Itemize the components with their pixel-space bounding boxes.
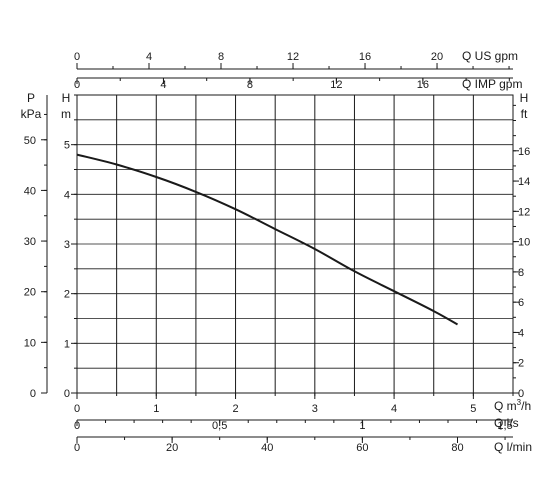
tick-label: 20: [166, 442, 178, 454]
tick-label: 1: [64, 338, 70, 350]
tick-label: 10: [518, 237, 530, 249]
tick-label: 50: [24, 135, 36, 147]
tick-label: 12: [287, 51, 299, 63]
tick-label: 40: [24, 185, 36, 197]
axes-layer: [41, 63, 519, 443]
tick-label: 8: [218, 51, 224, 63]
y-axis-title-m: m: [61, 107, 71, 121]
tick-label: 14: [518, 176, 530, 188]
tick-label: 4: [146, 51, 152, 63]
y-axis-title-h-ft: H: [520, 91, 529, 105]
tick-label: 12: [518, 206, 530, 218]
tick-label: 2: [518, 358, 524, 370]
tick-label: 0,5: [212, 420, 227, 432]
tick-label: 6: [518, 297, 524, 309]
tick-label: 60: [356, 442, 368, 454]
tick-label: 0: [74, 442, 80, 454]
tick-label: 1: [359, 420, 365, 432]
tick-label: 2: [64, 289, 70, 301]
tick-label: 5: [470, 403, 476, 415]
tick-label: 20: [24, 287, 36, 299]
tick-label: 1: [153, 403, 159, 415]
tick-label: 0: [74, 51, 80, 63]
tick-label: 1,5: [497, 420, 512, 432]
tick-label: 3: [64, 239, 70, 251]
tick-label: 8: [247, 79, 253, 91]
tick-label: 12: [330, 79, 342, 91]
x-axis-title-impgpm: Q IMP gpm: [462, 77, 522, 91]
x-axis-title-m3h: Q m3/h: [494, 398, 531, 413]
tick-label: 40: [261, 442, 273, 454]
tick-label: 4: [64, 189, 70, 201]
tick-label: 0: [74, 403, 80, 415]
tick-label: 30: [24, 236, 36, 248]
x-axis-title-lmin: Q l/min: [494, 440, 532, 454]
y-axis-title-h-m: H: [62, 91, 71, 105]
tick-label: 4: [391, 403, 397, 415]
tick-label: 2: [232, 403, 238, 415]
tick-label: 16: [518, 146, 530, 158]
tick-label: 0: [74, 79, 80, 91]
tick-label: 80: [451, 442, 463, 454]
tick-label: 16: [359, 51, 371, 63]
tick-label: 4: [518, 327, 524, 339]
tick-label: 0: [30, 388, 36, 400]
x-axis-title-ls: Q l/s: [494, 416, 519, 430]
grid-layer: [76, 94, 514, 394]
tick-label: 10: [24, 337, 36, 349]
tick-label: 8: [518, 267, 524, 279]
pump-curve-line: [76, 153, 458, 326]
tick-label: 3: [312, 403, 318, 415]
y-axis-title-kpa: kPa: [21, 107, 42, 121]
x-axis-title-usgpm: Q US gpm: [462, 49, 518, 63]
tick-label: 5: [64, 140, 70, 152]
tick-label: 0: [64, 388, 70, 400]
tick-label: 20: [431, 51, 443, 63]
tick-label: 16: [417, 79, 429, 91]
y-axis-title-p: P: [27, 91, 35, 105]
y-axis-title-ft: ft: [521, 107, 528, 121]
curve-layer: [76, 153, 458, 326]
tick-label: 0: [518, 388, 524, 400]
tick-label: 4: [160, 79, 166, 91]
tick-label: 0: [74, 420, 80, 432]
axis-labels-layer: 0 1 2 3 4 50 0,5 1 1,50 20 40 60 800 4 8 12 16 200 4 8 12 16Q…: [21, 49, 532, 454]
